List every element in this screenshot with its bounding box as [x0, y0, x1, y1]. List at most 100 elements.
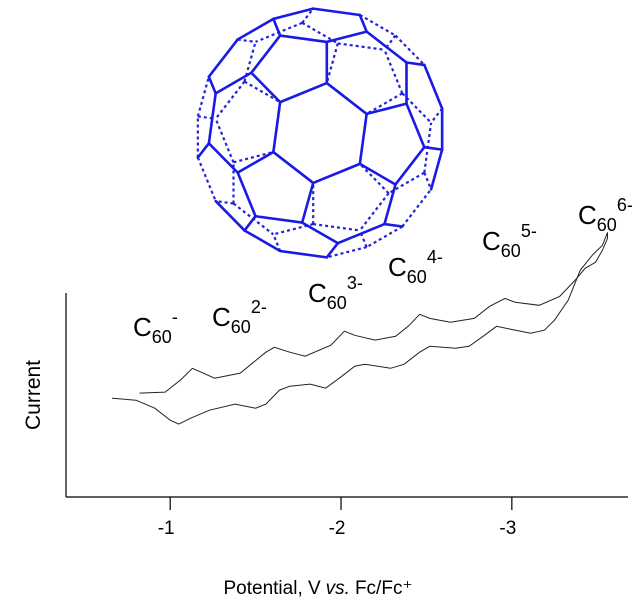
hidden-bond — [430, 107, 444, 124]
bond — [272, 100, 282, 154]
x-tick-label: -1 — [158, 518, 175, 539]
bond — [300, 221, 340, 245]
bond — [214, 199, 246, 232]
species-label-part: - — [172, 307, 178, 327]
bond — [243, 214, 257, 232]
bond — [311, 7, 362, 17]
hidden-bond — [326, 246, 367, 259]
hidden-bond — [214, 118, 235, 163]
bond — [423, 145, 444, 151]
hidden-bond — [196, 157, 217, 202]
species-label-part: C — [212, 302, 231, 332]
bond — [383, 183, 397, 226]
bond — [429, 148, 444, 191]
species-label-part: C — [482, 226, 501, 256]
bond — [236, 17, 275, 41]
hidden-bond — [358, 192, 390, 232]
cv-trace — [139, 232, 608, 394]
species-label-part: 60 — [152, 327, 172, 347]
bond — [236, 150, 275, 174]
hidden-bond — [196, 76, 210, 117]
bond — [278, 81, 329, 104]
bond — [272, 17, 282, 37]
species-label-part: C — [308, 278, 327, 308]
species-label: C605- — [482, 221, 537, 261]
hidden-bond — [215, 199, 234, 205]
species-label: C60- — [133, 307, 178, 347]
hidden-bond — [233, 151, 274, 164]
species-label-part: 4- — [427, 247, 443, 267]
bond — [207, 75, 217, 95]
bond — [336, 222, 386, 245]
hidden-bond — [366, 92, 403, 115]
cv-trace — [112, 232, 608, 425]
hidden-bond — [394, 34, 426, 66]
y-axis-label: Current — [22, 360, 45, 430]
bond — [325, 81, 368, 116]
hidden-bond — [366, 225, 403, 249]
x-label-part: Potential, V — [224, 578, 321, 599]
x-tick-label: -3 — [499, 518, 516, 539]
bond — [214, 71, 253, 95]
species-label: C606- — [578, 195, 633, 235]
species-label-part: C — [578, 200, 597, 230]
species-label-part: 6- — [617, 195, 633, 215]
bond — [207, 92, 217, 145]
hidden-bond — [301, 7, 315, 24]
hidden-bond — [359, 14, 397, 37]
bond — [365, 102, 408, 116]
bond — [405, 61, 426, 67]
bond — [250, 34, 282, 75]
bond — [358, 112, 368, 166]
x-label-part: Fc/Fc⁺ — [355, 578, 413, 599]
x-label-part: vs. — [326, 578, 350, 599]
hidden-bond — [423, 172, 433, 190]
species-label-part: 60 — [327, 293, 347, 313]
species-label: C603- — [308, 273, 363, 313]
hidden-bond — [301, 21, 339, 45]
hidden-bond — [272, 233, 282, 252]
hidden-bond — [359, 163, 390, 194]
bond — [325, 30, 368, 44]
hidden-bond — [337, 42, 385, 51]
hidden-bond — [388, 171, 425, 195]
hidden-bond — [237, 38, 256, 44]
bond — [358, 13, 368, 33]
hidden-bond — [214, 80, 246, 120]
hidden-bond — [383, 49, 404, 94]
bond — [300, 181, 315, 224]
species-label-part: 2- — [251, 297, 267, 317]
bond — [278, 34, 329, 44]
bond — [250, 71, 282, 104]
bond — [254, 214, 304, 224]
bond — [358, 162, 397, 186]
species-label-part: C — [388, 252, 407, 282]
species-label-part: 60 — [597, 215, 617, 235]
bond — [278, 249, 329, 259]
hidden-bond — [313, 222, 360, 232]
bond — [423, 63, 444, 110]
bond — [236, 171, 257, 218]
species-label-part: 60 — [407, 267, 427, 287]
species-label: C602- — [212, 297, 267, 337]
bond — [325, 241, 340, 259]
species-label-part: 60 — [501, 241, 521, 261]
bond — [272, 150, 315, 185]
hidden-bond — [243, 80, 281, 104]
bond — [207, 141, 240, 174]
x-tick-label: -2 — [329, 518, 346, 539]
bond — [196, 141, 211, 159]
bond — [207, 38, 240, 79]
species-label: C604- — [388, 247, 443, 287]
bond — [311, 162, 362, 185]
bond — [365, 30, 408, 64]
hidden-bond — [401, 188, 432, 228]
fullerene-drawing — [196, 7, 444, 259]
bond — [405, 102, 426, 149]
species-label-part: C — [133, 312, 152, 342]
bond — [383, 222, 404, 228]
bond — [272, 7, 315, 21]
species-label-part: 3- — [347, 273, 363, 293]
species-label-part: 5- — [521, 221, 537, 241]
